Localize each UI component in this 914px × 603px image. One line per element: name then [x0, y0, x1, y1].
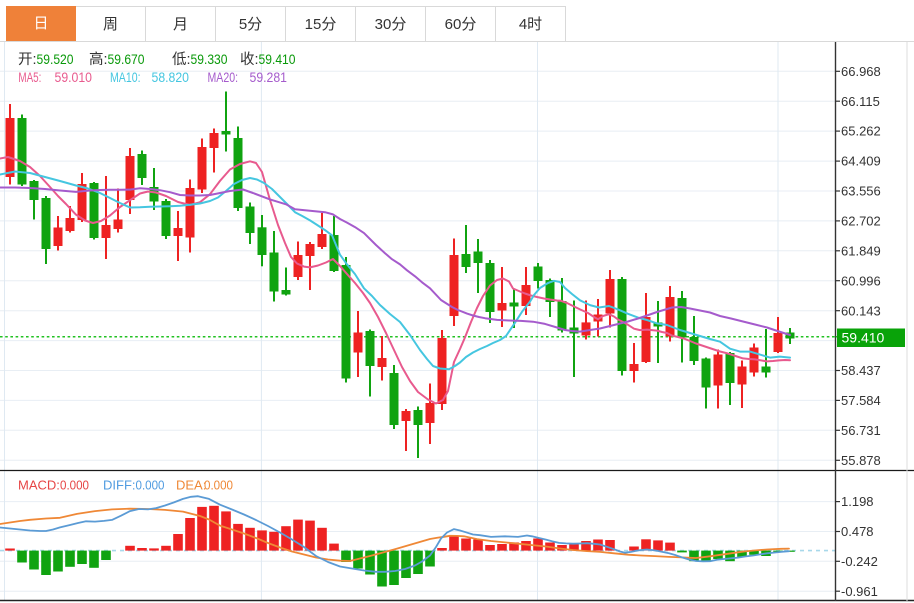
svg-text:1.198: 1.198 [841, 494, 874, 509]
svg-text:66.115: 66.115 [841, 94, 880, 109]
svg-text:57.584: 57.584 [841, 393, 881, 408]
svg-text:63.556: 63.556 [841, 184, 881, 199]
svg-text:-0.242: -0.242 [841, 554, 878, 569]
svg-text:56.731: 56.731 [841, 423, 881, 438]
svg-text:收:: 收: [240, 51, 259, 68]
svg-text:59.410: 59.410 [842, 330, 885, 346]
svg-text:62.702: 62.702 [841, 214, 881, 229]
svg-text:DIFF:: DIFF: [103, 478, 136, 493]
svg-text:65.262: 65.262 [841, 124, 881, 139]
svg-text:59.281: 59.281 [250, 69, 288, 85]
svg-text:开:: 开: [18, 52, 37, 68]
svg-text:61.849: 61.849 [841, 243, 881, 258]
svg-text:59.010: 59.010 [55, 69, 93, 85]
svg-text:MA20:: MA20: [208, 69, 239, 85]
svg-text:58.820: 58.820 [152, 69, 190, 85]
svg-text:59.670: 59.670 [108, 51, 145, 67]
svg-text:高:: 高: [89, 51, 108, 68]
svg-text:59.330: 59.330 [191, 51, 228, 67]
svg-text:-0.961: -0.961 [841, 584, 878, 599]
svg-text:60.996: 60.996 [841, 273, 881, 288]
svg-text:低:: 低: [172, 51, 191, 68]
svg-text:0.000: 0.000 [136, 478, 165, 493]
svg-text:MACD:: MACD: [18, 478, 60, 493]
svg-text:0.000: 0.000 [60, 478, 89, 493]
svg-text:60.143: 60.143 [841, 303, 881, 318]
svg-text:0.478: 0.478 [841, 524, 874, 539]
svg-text:0.000: 0.000 [204, 478, 233, 493]
svg-text:MA10:: MA10: [110, 69, 141, 85]
svg-text:55.878: 55.878 [841, 453, 881, 468]
svg-text:59.410: 59.410 [259, 51, 296, 67]
svg-text:DEA:: DEA: [176, 478, 206, 493]
svg-text:64.409: 64.409 [841, 154, 881, 169]
svg-text:58.437: 58.437 [841, 363, 881, 378]
svg-text:59.520: 59.520 [37, 51, 74, 67]
svg-text:66.968: 66.968 [841, 64, 881, 79]
svg-text:MA5:: MA5: [18, 69, 41, 85]
